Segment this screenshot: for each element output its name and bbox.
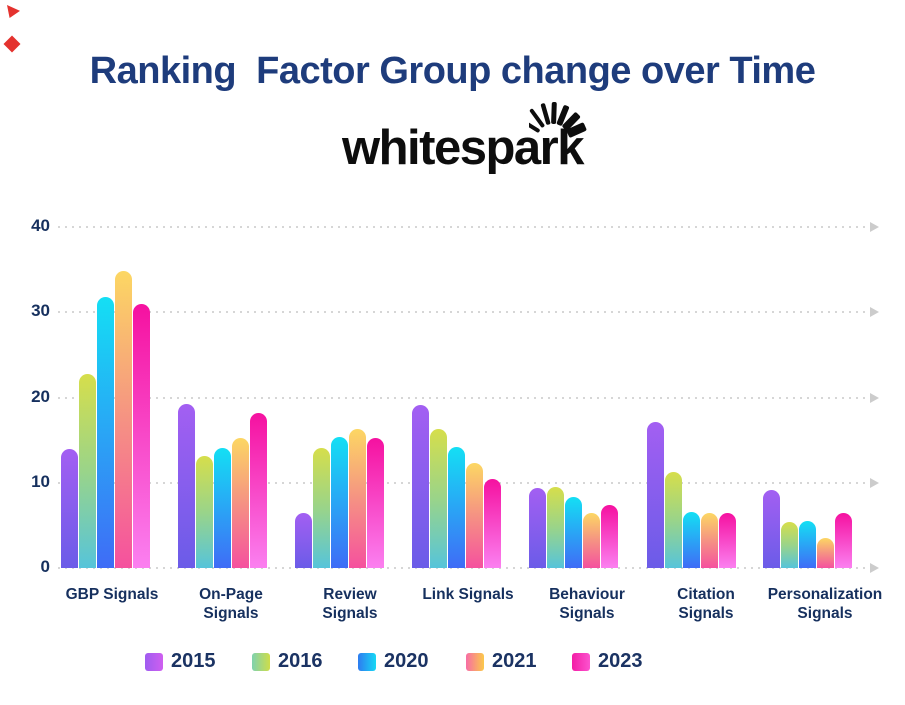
legend-label-2021: 2021 <box>492 650 537 672</box>
bar-chart-plot-area <box>58 222 879 573</box>
bar-2015-citation-signals <box>647 422 664 568</box>
legend-label-2016: 2016 <box>278 650 323 672</box>
category-label-behaviour-signals: Behaviour Signals <box>549 586 625 622</box>
legend-item-2020: 2020 <box>358 650 429 673</box>
category-label-personalization-signals: Personalization Signals <box>767 586 883 622</box>
chart-title: Ranking Factor Group change over Time <box>89 50 816 92</box>
bar-2016-review-signals <box>313 448 330 568</box>
legend-item-2021: 2021 <box>466 650 537 673</box>
legend-swatch-2016 <box>252 652 270 671</box>
bar-group-gbp-signals <box>61 271 150 568</box>
bar-group-behaviour-signals <box>529 487 618 568</box>
bar-2023-link-signals <box>484 479 501 568</box>
bar-2020-citation-signals <box>683 512 700 568</box>
gridline-arrow-icon <box>870 307 879 318</box>
bar-2023-citation-signals <box>719 513 736 568</box>
bar-2016-on-page-signals <box>196 456 213 568</box>
x-axis-category-labels: GBP Signals On-Page Signals Review Signals… <box>0 586 905 634</box>
bar-2015-behaviour-signals <box>529 488 546 568</box>
bar-2023-on-page-signals <box>250 413 267 568</box>
legend-label-2020: 2020 <box>384 650 429 672</box>
bar-group-citation-signals <box>647 422 736 568</box>
bar-2020-on-page-signals <box>214 448 231 568</box>
bar-group-on-page-signals <box>178 404 267 568</box>
bar-2016-citation-signals <box>665 472 682 568</box>
bar-2015-review-signals <box>295 513 312 568</box>
category-label-link-signals: Link Signals <box>422 586 514 603</box>
bar-2020-personalization-signals <box>799 521 816 568</box>
bar-2016-personalization-signals <box>781 522 798 568</box>
legend-item-2016: 2016 <box>252 650 323 673</box>
gridline-40 <box>58 222 879 232</box>
category-label-citation-signals: Citation Signals <box>677 586 735 622</box>
bar-2021-link-signals <box>466 463 483 568</box>
gridline-20 <box>58 392 879 403</box>
legend-swatch-2015 <box>145 652 163 671</box>
y-axis-tick-label: 10 <box>31 471 50 491</box>
category-label-gbp-signals: GBP Signals <box>65 586 159 603</box>
bar-2021-personalization-signals <box>817 538 834 568</box>
gridline-arrow-icon <box>870 392 879 403</box>
bar-2016-gbp-signals <box>79 374 96 568</box>
bar-2023-behaviour-signals <box>601 505 618 568</box>
bar-group-review-signals <box>295 429 384 568</box>
category-label-on-page-signals: On-Page Signals <box>199 586 263 622</box>
gridline-0 <box>58 563 879 573</box>
gridline-arrow-icon <box>870 563 879 573</box>
legend-label-2023: 2023 <box>598 650 643 672</box>
bar-2021-gbp-signals <box>115 271 132 568</box>
y-axis-tick-label: 30 <box>31 301 50 321</box>
legend-item-2015: 2015 <box>145 650 216 673</box>
bar-2021-behaviour-signals <box>583 513 600 568</box>
bar-2020-link-signals <box>448 447 465 568</box>
bar-2021-review-signals <box>349 429 366 568</box>
bar-2020-review-signals <box>331 437 348 568</box>
gridline-arrow-icon <box>870 477 879 488</box>
y-axis-tick-label: 0 <box>40 557 50 576</box>
gridline-arrow-icon <box>870 222 879 232</box>
bar-2023-gbp-signals <box>133 304 150 568</box>
bar-2015-on-page-signals <box>178 404 195 568</box>
legend-label-2015: 2015 <box>171 650 216 672</box>
bar-2016-behaviour-signals <box>547 487 564 568</box>
bar-group-personalization-signals <box>763 490 852 568</box>
chart-legend: 2015 2016 2020 2021 2023 <box>0 650 905 680</box>
bar-2023-personalization-signals <box>835 513 852 568</box>
bar-2015-link-signals <box>412 405 429 568</box>
category-label-review-signals: Review Signals <box>322 586 378 622</box>
bar-group-link-signals <box>412 405 501 568</box>
legend-item-2023: 2023 <box>572 650 643 673</box>
y-axis-tick-label: 40 <box>31 216 50 235</box>
logo: whitespark <box>0 102 905 175</box>
bar-2016-link-signals <box>430 429 447 568</box>
logo-wordmark: whitespark <box>342 121 584 175</box>
y-axis-tick-label: 20 <box>31 386 50 406</box>
bar-2023-review-signals <box>367 438 384 568</box>
bar-2020-behaviour-signals <box>565 497 582 568</box>
bar-2015-personalization-signals <box>763 490 780 568</box>
spark-burst-icon <box>528 102 587 138</box>
bar-2015-gbp-signals <box>61 449 78 568</box>
legend-swatch-2023 <box>572 652 590 671</box>
bar-2021-citation-signals <box>701 513 718 568</box>
gridline-30 <box>58 307 879 318</box>
bar-2021-on-page-signals <box>232 438 249 568</box>
corner-red-mark <box>7 5 20 18</box>
legend-swatch-2020 <box>358 652 376 671</box>
bar-2020-gbp-signals <box>97 297 114 568</box>
y-axis: 0 10 20 30 40 <box>10 216 50 576</box>
legend-swatch-2021 <box>466 652 484 671</box>
